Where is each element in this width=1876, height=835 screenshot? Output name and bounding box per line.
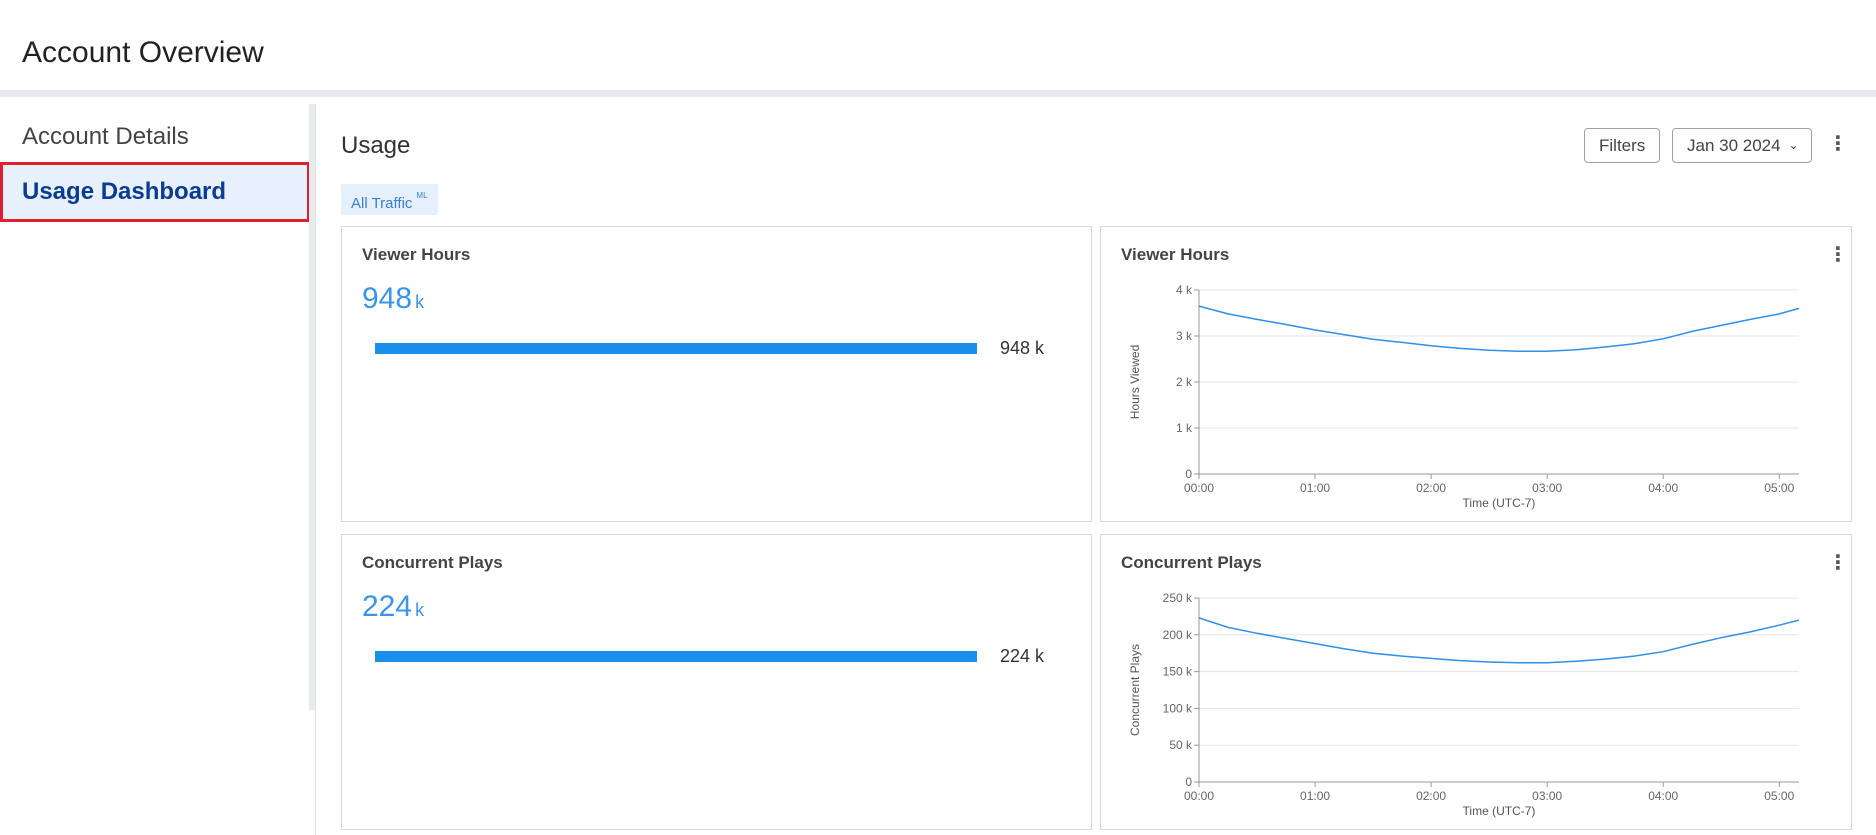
main-content: Usage Filters Jan 30 2024 ⌄ ⋮ All Traffi… xyxy=(317,104,1876,835)
concurrent-plays-summary-card: Concurrent Plays 224 k 224 k xyxy=(341,534,1092,830)
x-tick-label: 03:00 xyxy=(1532,481,1562,495)
y-tick-label: 4 k xyxy=(1176,283,1193,297)
summary-bar xyxy=(375,651,977,662)
y-tick-label: 150 k xyxy=(1163,665,1193,679)
x-tick-label: 01:00 xyxy=(1300,481,1330,495)
summary-value: 948 k xyxy=(362,282,424,316)
section-title: Usage xyxy=(341,132,411,159)
summary-number: 224 xyxy=(362,590,413,623)
tag-label: All Traffic xyxy=(351,195,413,212)
series-line xyxy=(1198,305,1800,352)
concurrent-plays-chart-card: Concurrent Plays ⋮ 0 50 k 100 k 150 k 200 k 2… xyxy=(1100,534,1852,830)
chart-options-icon[interactable]: ⋮ xyxy=(1828,552,1848,574)
sidebar-item-account-details[interactable]: Account Details xyxy=(22,123,189,150)
chevron-down-icon: ⌄ xyxy=(1788,138,1799,152)
sidebar: Account Details Usage Dashboard xyxy=(0,104,316,835)
summary-unit: k xyxy=(415,600,425,620)
summary-bar-label: 948 k xyxy=(1000,338,1045,358)
top-header: Account Overview xyxy=(0,0,1876,97)
summary-unit: k xyxy=(415,292,425,312)
y-tick-label: 0 xyxy=(1185,775,1192,789)
concurrent-plays-chart: 0 50 k 100 k 150 k 200 k 250 k 00:00 01:00 02:00… xyxy=(1128,591,1800,818)
card-title: Concurrent Plays xyxy=(1121,553,1262,572)
summary-number: 948 xyxy=(362,282,413,315)
y-tick-label: 0 xyxy=(1185,467,1192,481)
more-options-icon[interactable]: ⋮ xyxy=(1828,133,1848,155)
sidebar-scrollbar[interactable] xyxy=(309,104,315,710)
traffic-filter-tag[interactable]: All Traffic ML xyxy=(341,184,438,215)
y-tick-label: 200 k xyxy=(1163,628,1193,642)
viewer-hours-summary-card: Viewer Hours 948 k 948 k xyxy=(341,226,1092,522)
y-tick-label: 1 k xyxy=(1176,421,1193,435)
date-picker-button[interactable]: Jan 30 2024 ⌄ xyxy=(1672,128,1812,163)
tag-sup: ML xyxy=(416,191,428,200)
x-tick-label: 00:00 xyxy=(1184,481,1214,495)
date-label: Jan 30 2024 xyxy=(1687,136,1781,155)
filters-button[interactable]: Filters xyxy=(1584,128,1661,163)
x-axis-label: Time (UTC-7) xyxy=(1463,496,1536,510)
y-tick-label: 3 k xyxy=(1176,329,1193,343)
y-axis-label: Concurrent Plays xyxy=(1128,644,1142,736)
y-tick-label: 50 k xyxy=(1169,738,1193,752)
summary-value: 224 k xyxy=(362,590,424,624)
viewer-hours-chart: 0 1 k 2 k 3 k 4 k 00:00 01:00 02:00 03:00 04:00 05… xyxy=(1128,283,1800,510)
x-tick-label: 04:00 xyxy=(1648,481,1678,495)
viewer-hours-chart-card: Viewer Hours ⋮ 0 1 k 2 k 3 k 4 k 00:00 01:00 02… xyxy=(1100,226,1852,522)
card-title: Concurrent Plays xyxy=(362,553,503,572)
card-title: Viewer Hours xyxy=(362,245,471,264)
summary-bar xyxy=(375,343,977,354)
page-title: Account Overview xyxy=(22,36,264,69)
y-tick-label: 100 k xyxy=(1163,701,1193,715)
x-tick-label: 02:00 xyxy=(1416,789,1446,803)
x-tick-label: 05:00 xyxy=(1764,789,1794,803)
x-axis-label: Time (UTC-7) xyxy=(1463,804,1536,818)
series-line xyxy=(1198,617,1800,664)
y-tick-label: 2 k xyxy=(1176,375,1193,389)
x-tick-label: 05:00 xyxy=(1764,481,1794,495)
y-axis-label: Hours Viewed xyxy=(1128,345,1142,419)
x-tick-label: 03:00 xyxy=(1532,789,1562,803)
y-tick-label: 250 k xyxy=(1163,591,1193,605)
x-tick-label: 02:00 xyxy=(1416,481,1446,495)
card-title: Viewer Hours xyxy=(1121,245,1230,264)
x-tick-label: 04:00 xyxy=(1648,789,1678,803)
sidebar-item-usage-dashboard[interactable]: Usage Dashboard xyxy=(0,162,310,222)
x-tick-label: 01:00 xyxy=(1300,789,1330,803)
x-tick-label: 00:00 xyxy=(1184,789,1214,803)
chart-options-icon[interactable]: ⋮ xyxy=(1828,244,1848,266)
summary-bar-label: 224 k xyxy=(1000,646,1045,666)
